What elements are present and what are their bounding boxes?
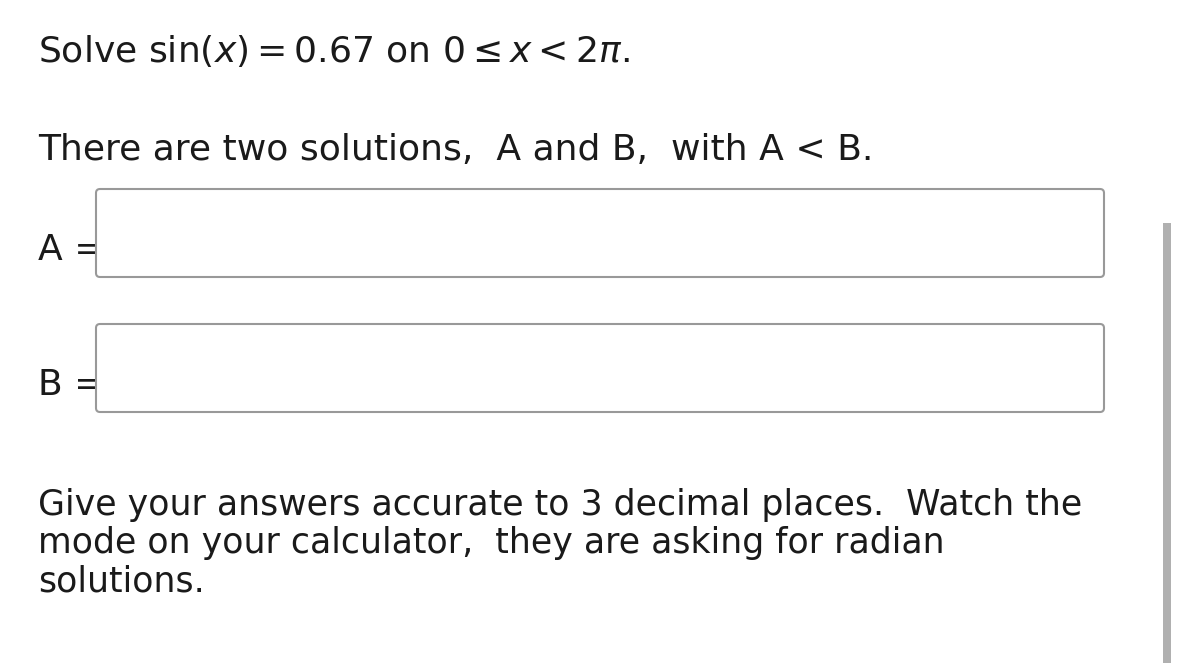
Text: Solve $\mathrm{sin}(x) = 0.67$ on $0 \leq x < 2\pi$.: Solve $\mathrm{sin}(x) = 0.67$ on $0 \le…: [38, 33, 630, 69]
Text: B =: B =: [38, 368, 104, 402]
Text: Give your answers accurate to 3 decimal places.  Watch the: Give your answers accurate to 3 decimal …: [38, 488, 1082, 522]
FancyBboxPatch shape: [96, 324, 1104, 412]
Text: solutions.: solutions.: [38, 564, 205, 598]
Text: mode on your calculator,  they are asking for radian: mode on your calculator, they are asking…: [38, 526, 944, 560]
FancyBboxPatch shape: [96, 189, 1104, 277]
Bar: [1163, 223, 1171, 663]
Text: A =: A =: [38, 233, 104, 267]
Text: There are two solutions,  A and B,  with A < B.: There are two solutions, A and B, with A…: [38, 133, 874, 167]
